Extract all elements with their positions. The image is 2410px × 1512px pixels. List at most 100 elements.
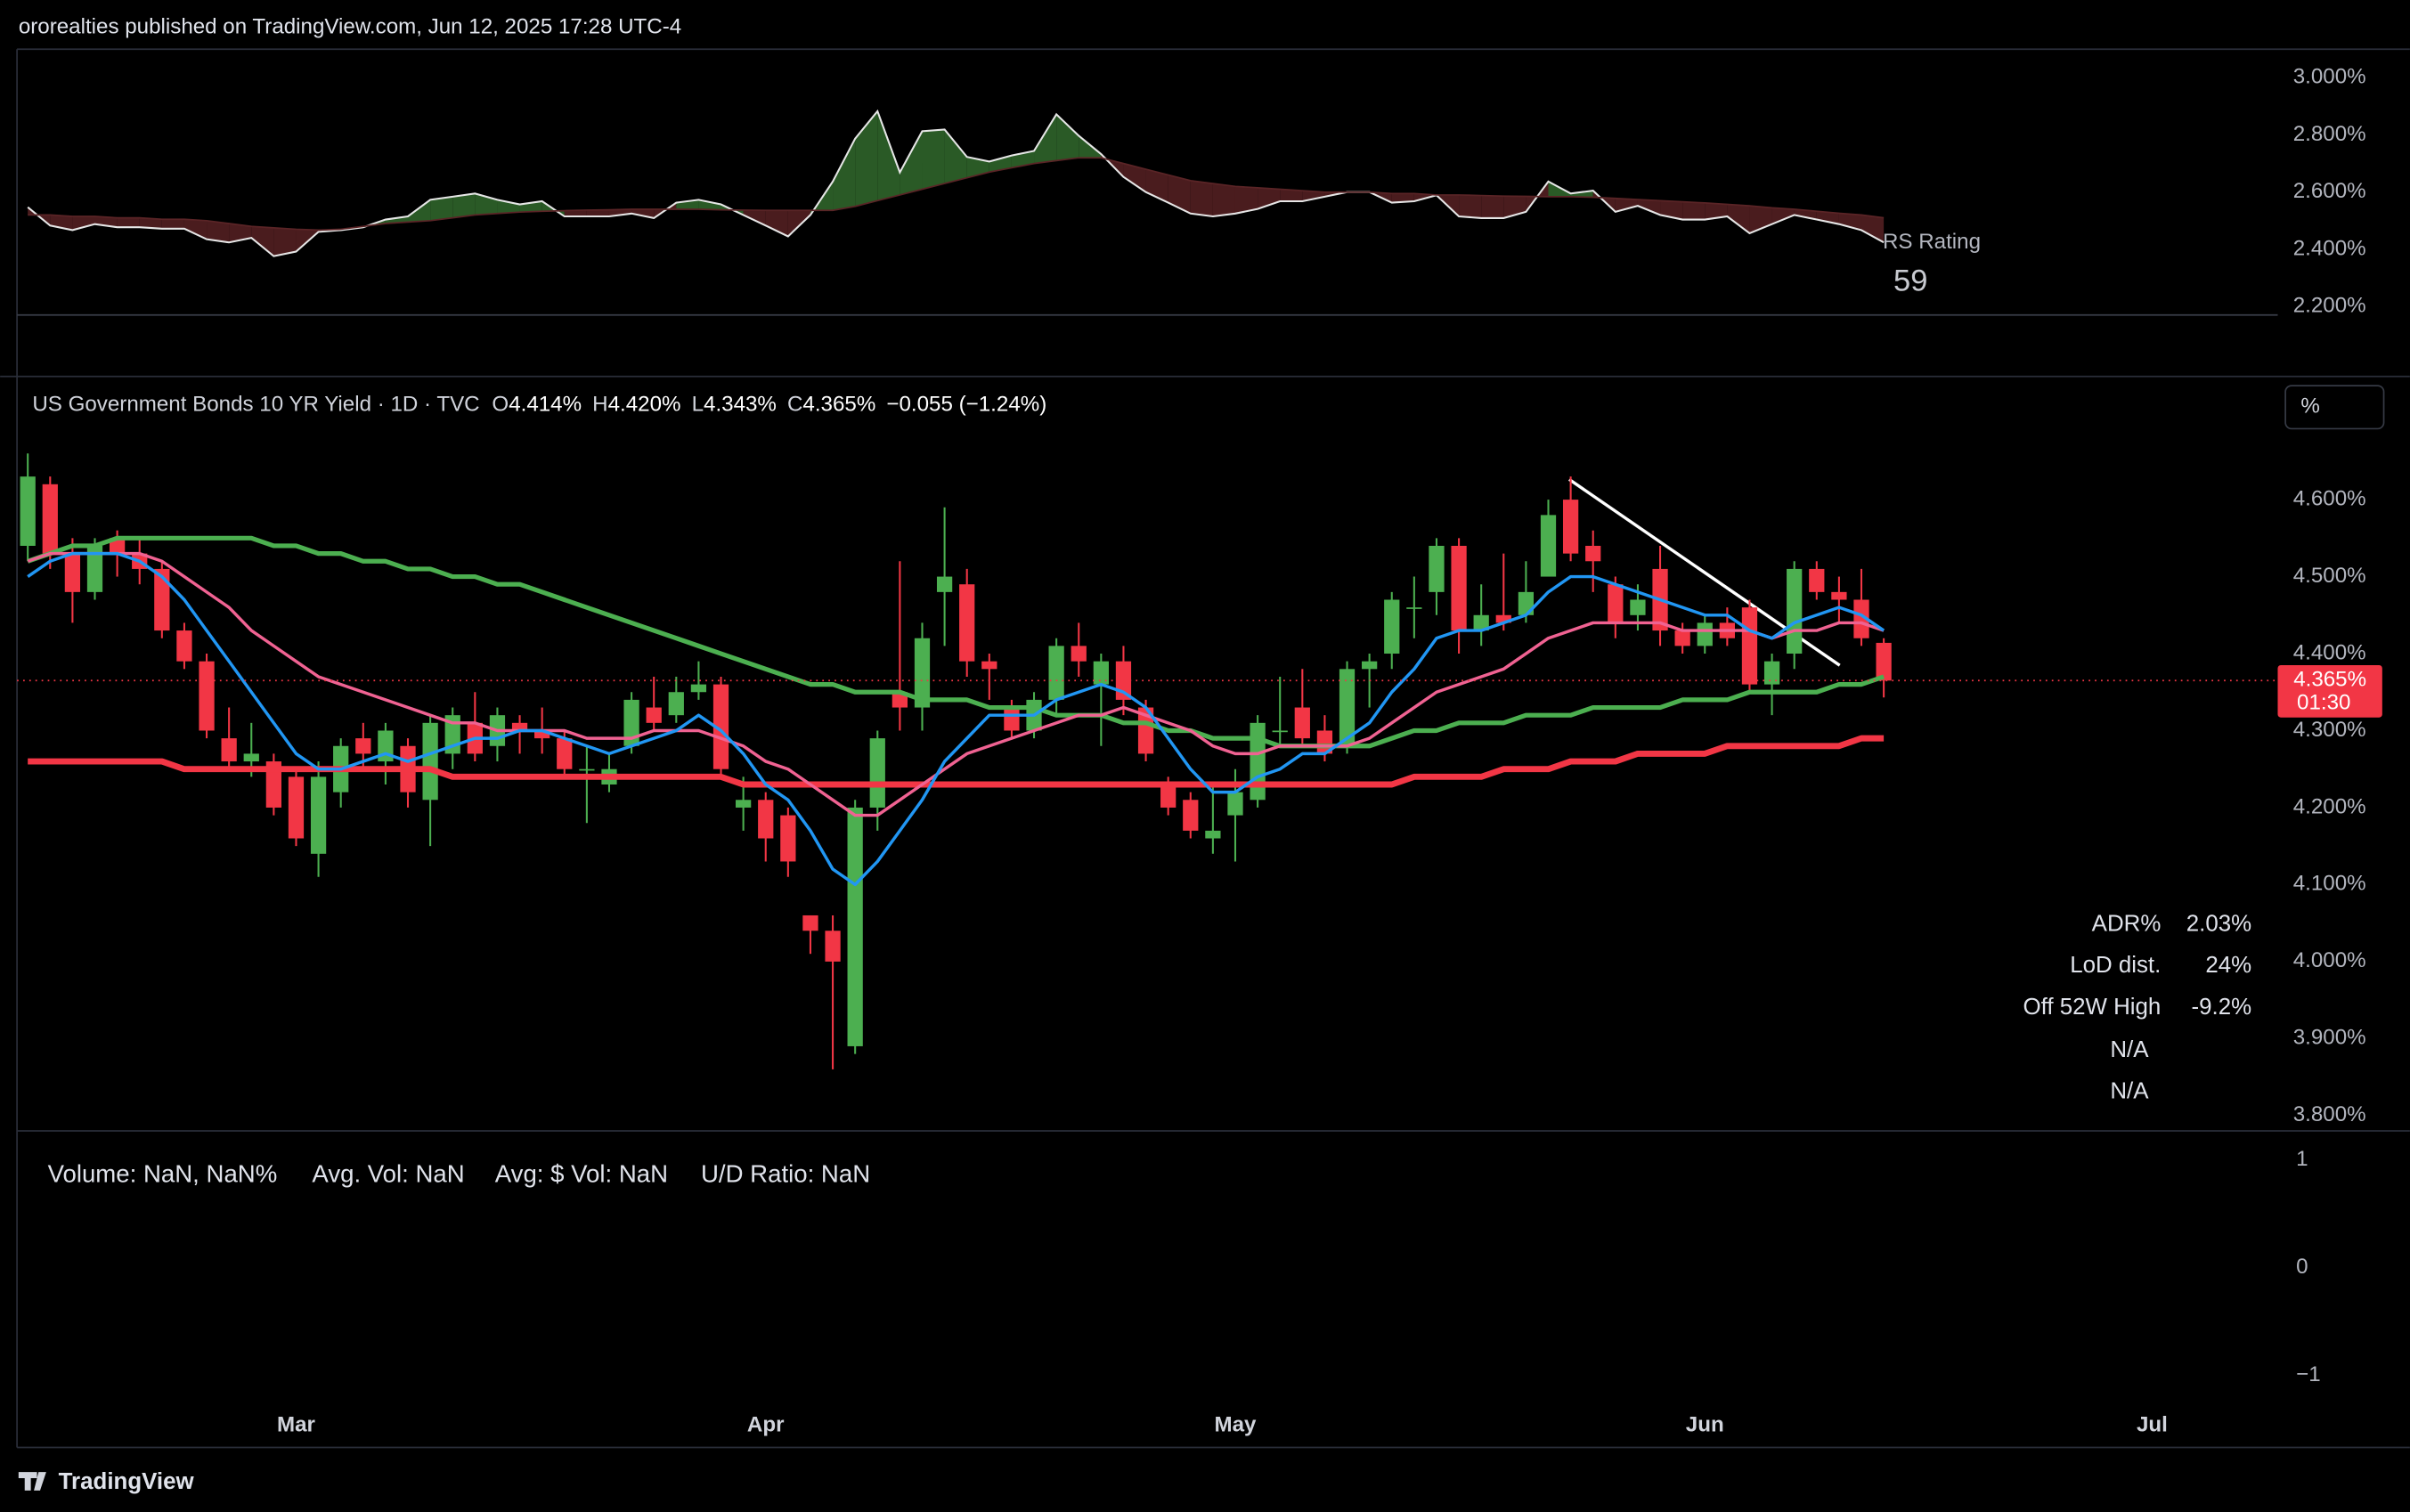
candle-body [825,931,841,962]
candle-body [1227,792,1243,816]
legend-value: 4.365% [802,393,875,417]
y-tick-label: 3.800% [2293,1102,2366,1126]
candle-body [579,768,595,771]
rs-fill [251,226,274,256]
stat-value: 2.03% [2186,912,2251,937]
rs-fill [698,199,721,210]
legend-key: C [787,393,802,417]
candle-body [1876,642,1892,681]
x-tick-label: Jun [1686,1413,1724,1437]
rs-fill [1280,189,1303,201]
rs-fill [900,131,923,195]
stat-note: N/A [2110,1079,2149,1104]
rs-fill [1727,204,1750,233]
candle-body [1787,568,1803,654]
y-tick-label: 4.400% [2293,640,2366,664]
last-price-label: 4.365% [2293,668,2366,692]
rs-fill [1258,187,1281,209]
rs-fill [1168,175,1191,214]
candle-body [1160,784,1177,808]
y-tick-label: 2.200% [2293,293,2366,317]
moving-average [27,551,1885,817]
rs-fill [855,110,878,207]
candle-body [422,722,438,801]
candle-body [892,692,908,708]
y-tick-label: 4.600% [2293,486,2366,510]
candle-body [265,761,281,808]
candle-body [1831,591,1847,600]
candle-body [1853,599,1869,638]
candle-body [735,800,752,808]
rs-fill [1459,194,1482,218]
candle-body [758,800,774,839]
rs-fill [139,217,162,229]
rs-fill [833,138,856,211]
candle-body [1339,669,1356,746]
rs-fill [207,220,230,243]
rs-fill [944,129,967,184]
rs-fill [1838,213,1862,231]
rs-fill [161,219,184,229]
candle-body [355,738,371,754]
candle-body [511,722,528,731]
candle-body [1630,599,1646,615]
rs-fill [1660,200,1683,220]
legend-key: L [692,393,704,417]
candle-body [1495,614,1511,623]
unit-button-label[interactable]: % [2300,394,2319,419]
candle-body [1540,515,1557,577]
volume-label: U/D Ratio: NaN [701,1159,870,1187]
candle-body [1272,730,1288,733]
candle-body [1250,722,1266,801]
legend-key: O [492,393,509,417]
y-tick-label: 3.000% [2293,65,2366,89]
stat-note: N/A [2110,1037,2149,1062]
y-tick-label: 4.200% [2293,794,2366,818]
moving-average [27,551,1885,887]
candle-body [86,545,103,592]
rs-label: RS Rating [1883,230,1981,254]
x-tick-label: Apr [747,1413,785,1437]
candle-body [936,576,953,592]
candle-body [243,753,259,762]
legend-title: US Government Bonds 10 YR Yield · 1D · T… [32,393,479,417]
candle-body [1093,661,1109,685]
candle-body [668,692,684,716]
y-tick-label: 4.500% [2293,564,2366,588]
rs-line [28,157,1885,232]
y-tick-label: 4.300% [2293,718,2366,742]
rs-line [27,109,1885,257]
rs-fill [966,157,989,178]
rs-fill [408,199,431,223]
candle-body [109,538,126,554]
candle-body [646,707,662,723]
rs-fill [989,155,1012,173]
candle-body [1763,661,1780,685]
header: ororealties published on TradingView.com… [19,14,681,38]
candle-body [1048,646,1064,700]
rs-fill [1771,207,1795,224]
candle-body [1585,545,1601,562]
stat-label: ADR% [2092,912,2162,937]
candle-body [1406,607,1422,609]
candle-body [959,584,975,662]
unit-button[interactable] [2284,385,2385,430]
rs-fill [765,210,788,237]
y-tick-label: 1 [2296,1147,2308,1171]
rs-fill [1682,201,1706,220]
rs-fill [1570,191,1593,198]
rs-fill [1123,163,1146,192]
candle-body [1608,584,1624,623]
y-tick-label: −1 [2296,1362,2321,1386]
y-tick-label: 3.900% [2293,1026,2366,1050]
rs-fill [1749,206,1772,233]
y-tick-label: 2.400% [2293,236,2366,260]
rs-fill [608,208,632,217]
candle-body [557,738,573,769]
stat-label: LoD dist. [2070,953,2161,978]
stat-value: -9.2% [2192,995,2252,1020]
candle-body [221,738,237,762]
candle-body [1697,622,1713,646]
rs-fill [564,209,587,217]
